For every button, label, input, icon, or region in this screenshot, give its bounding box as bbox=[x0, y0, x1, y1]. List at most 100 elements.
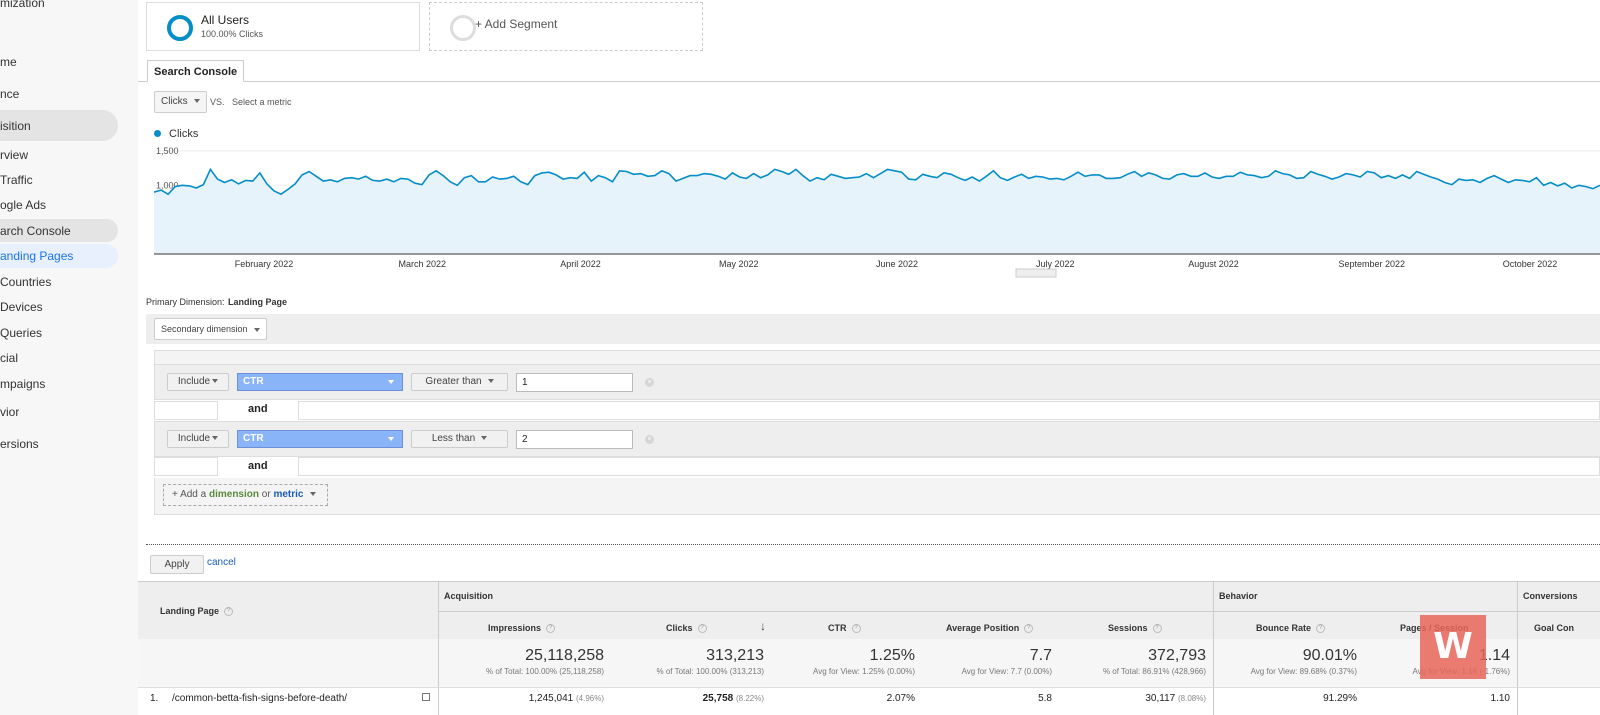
tab-search-console[interactable]: Search Console bbox=[147, 60, 245, 82]
add-prefix: + Add a bbox=[172, 489, 207, 500]
metric-select-label: CTR bbox=[243, 433, 264, 444]
sidebar-item-landing-pages[interactable]: anding Pages bbox=[0, 249, 74, 263]
help-icon: ? bbox=[546, 624, 556, 634]
sidebar-item-all-traffic[interactable]: Traffic bbox=[0, 173, 33, 187]
sidebar-item-home[interactable]: me bbox=[0, 55, 17, 69]
impressions-header[interactable]: Impressions? bbox=[488, 623, 556, 634]
remove-filter-icon[interactable]: × bbox=[645, 435, 654, 444]
metric-select-label: CTR bbox=[243, 376, 264, 387]
filter-row-1: Include CTR Greater than 1 × bbox=[154, 364, 1600, 400]
sidebar-item-audience[interactable]: nce bbox=[0, 87, 20, 101]
chevron-down-icon bbox=[481, 436, 488, 441]
sessions-header[interactable]: Sessions? bbox=[1108, 623, 1162, 634]
sidebar-item-campaigns[interactable]: mpaigns bbox=[0, 377, 46, 391]
segment-all-users[interactable]: All Users 100.00% Clicks bbox=[146, 2, 420, 51]
sidebar-item-behavior[interactable]: vior bbox=[0, 405, 20, 419]
landing-page-header-label: Landing Page bbox=[160, 606, 220, 616]
clicks-area bbox=[154, 169, 1600, 254]
sidebar-item-overview[interactable]: rview bbox=[0, 148, 29, 162]
filter-value-input-1[interactable]: 1 bbox=[516, 373, 633, 392]
landing-page-link[interactable]: /common-betta-fish-signs-before-death/ bbox=[172, 693, 348, 704]
remove-filter-icon[interactable]: × bbox=[645, 378, 654, 387]
chart-collapse-handle[interactable] bbox=[1015, 268, 1057, 278]
and-left-field bbox=[154, 401, 218, 420]
condition-dropdown-1[interactable]: Greater than bbox=[411, 373, 508, 391]
y-tick-label: 1,500 bbox=[156, 146, 179, 156]
y-tick-label: 1,000 bbox=[156, 180, 179, 190]
add-or: or bbox=[261, 489, 271, 500]
select-metric-link[interactable]: Select a metric bbox=[232, 97, 292, 107]
x-tick-label: April 2022 bbox=[560, 259, 601, 269]
filter-value-input-2[interactable]: 2 bbox=[516, 430, 633, 449]
sidebar-item-search-console[interactable]: arch Console bbox=[0, 224, 71, 238]
total-impressions-sub: % of Total: 100.00% (25,118,258) bbox=[485, 667, 604, 676]
row-impressions-value: 1,245,041 bbox=[528, 693, 574, 704]
col-divider bbox=[1517, 581, 1518, 715]
segment-ring-icon bbox=[167, 15, 193, 41]
and-right-field bbox=[298, 401, 1600, 420]
row-clicks: 25,758 (8.22%) bbox=[703, 693, 764, 704]
total-clicks-sub: % of Total: 100.00% (313,213) bbox=[656, 667, 764, 676]
and-row-1: and bbox=[154, 400, 1600, 421]
sessions-header-label: Sessions bbox=[1108, 623, 1148, 633]
condition-dropdown-2[interactable]: Less than bbox=[411, 430, 508, 448]
row-sessions-pct: (8.08%) bbox=[1177, 694, 1206, 703]
tab-divider bbox=[138, 81, 1600, 82]
sidebar-item-devices[interactable]: Devices bbox=[0, 300, 43, 314]
metric-select-2[interactable]: CTR bbox=[237, 430, 403, 448]
table-header-bg bbox=[138, 581, 1600, 639]
sidebar-item-conversions[interactable]: ersions bbox=[0, 437, 39, 451]
ctr-header[interactable]: CTR? bbox=[828, 623, 861, 634]
apply-button[interactable]: Apply bbox=[150, 555, 204, 574]
x-tick-label: May 2022 bbox=[719, 259, 759, 269]
average-position-header[interactable]: Average Position? bbox=[946, 623, 1034, 634]
add-metric-link[interactable]: metric bbox=[273, 489, 304, 500]
add-segment-label: + Add Segment bbox=[475, 17, 558, 31]
col-divider bbox=[1213, 581, 1214, 715]
metric-select-1[interactable]: CTR bbox=[237, 373, 403, 391]
row-index: 1. bbox=[150, 693, 159, 704]
goal-conversions-header[interactable]: Goal Con bbox=[1534, 623, 1574, 633]
sort-arrow-down-icon[interactable]: ↓ bbox=[760, 619, 766, 633]
sidebar-item-optimization[interactable]: mization bbox=[0, 0, 45, 10]
total-bounce-rate-sub: Avg for View: 89.68% (0.37%) bbox=[1250, 667, 1357, 676]
total-sessions: 372,793 bbox=[1148, 647, 1206, 664]
add-dimension-or-metric[interactable]: + Add a dimension or metric bbox=[163, 484, 328, 506]
behavior-group-header: Behavior bbox=[1219, 591, 1258, 601]
sidebar-item-google-ads[interactable]: ogle Ads bbox=[0, 198, 47, 212]
conversions-group-header: Conversions bbox=[1523, 591, 1578, 601]
bounce-rate-header[interactable]: Bounce Rate? bbox=[1256, 623, 1326, 634]
help-icon: ? bbox=[1316, 624, 1326, 634]
and-right-field bbox=[298, 457, 1600, 476]
clicks-header-label: Clicks bbox=[666, 623, 693, 633]
secondary-dimension-dropdown[interactable]: Secondary dimension bbox=[154, 318, 267, 340]
add-dimension-link[interactable]: dimension bbox=[208, 489, 259, 500]
landing-page-header[interactable]: Landing Page? bbox=[160, 606, 234, 617]
help-icon: ? bbox=[1024, 624, 1034, 634]
x-tick-label: October 2022 bbox=[1503, 259, 1558, 269]
external-link-icon[interactable] bbox=[422, 693, 430, 701]
clicks-header[interactable]: Clicks? bbox=[666, 623, 707, 634]
cancel-link[interactable]: cancel bbox=[207, 557, 236, 568]
sidebar-item-landing-pages-highlight bbox=[0, 244, 118, 268]
total-pages-session: 1.14 bbox=[1478, 647, 1510, 664]
total-ctr: 1.25% bbox=[869, 647, 915, 664]
and-label: and bbox=[248, 403, 268, 415]
sidebar-item-countries[interactable]: Countries bbox=[0, 275, 52, 289]
chevron-down-icon bbox=[212, 379, 219, 384]
add-segment-button[interactable]: + Add Segment bbox=[429, 2, 703, 51]
row-impressions-pct: (4.96%) bbox=[575, 694, 604, 703]
chevron-down-icon bbox=[212, 436, 219, 441]
sidebar-item-social[interactable]: cial bbox=[0, 351, 19, 365]
include-dropdown-2[interactable]: Include bbox=[167, 430, 229, 448]
primary-dimension-value: Landing Page bbox=[228, 297, 288, 307]
include-dropdown-1[interactable]: Include bbox=[167, 373, 229, 391]
total-sessions-sub: % of Total: 86.91% (428,966) bbox=[1102, 667, 1206, 676]
sidebar-item-acquisition[interactable]: isition bbox=[0, 119, 31, 133]
total-position-sub: Avg for View: 7.7 (0.00%) bbox=[961, 667, 1052, 676]
sidebar-item-queries[interactable]: Queries bbox=[0, 326, 43, 340]
x-tick-label: March 2022 bbox=[398, 259, 446, 269]
metric-dropdown[interactable]: Clicks bbox=[154, 91, 207, 113]
chevron-down-icon bbox=[388, 380, 394, 384]
sub-header-line bbox=[438, 611, 1600, 612]
